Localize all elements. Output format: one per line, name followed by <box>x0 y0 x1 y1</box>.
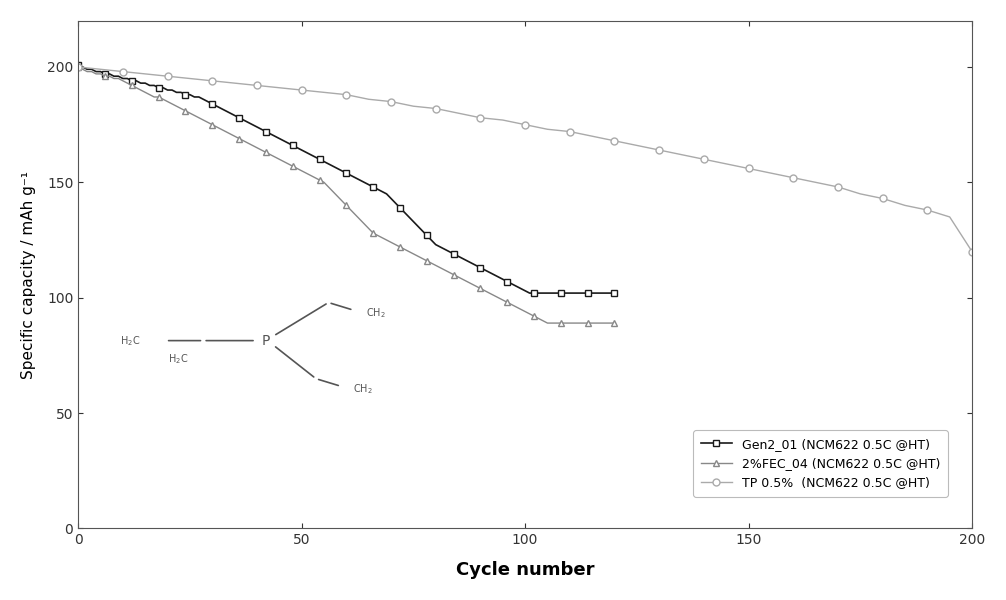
TP 0.5%  (NCM622 0.5C @HT) <box>519 121 531 128</box>
TP 0.5%  (NCM622 0.5C @HT) <box>899 202 911 209</box>
TP 0.5%  (NCM622 0.5C @HT) <box>698 155 710 163</box>
2%FEC_04 (NCM622 0.5C @HT) <box>126 82 138 89</box>
TP 0.5%  (NCM622 0.5C @HT) <box>631 142 643 149</box>
TP 0.5%  (NCM622 0.5C @HT) <box>340 91 352 98</box>
TP 0.5%  (NCM622 0.5C @HT) <box>609 137 621 145</box>
TP 0.5%  (NCM622 0.5C @HT) <box>385 98 397 105</box>
TP 0.5%  (NCM622 0.5C @HT) <box>72 64 85 71</box>
TP 0.5%  (NCM622 0.5C @HT) <box>742 165 754 172</box>
TP 0.5%  (NCM622 0.5C @HT) <box>430 105 442 112</box>
Gen2_01 (NCM622 0.5C @HT) <box>72 61 85 68</box>
TP 0.5%  (NCM622 0.5C @HT) <box>541 125 553 133</box>
Y-axis label: Specific capacity / mAh g⁻¹: Specific capacity / mAh g⁻¹ <box>21 170 36 379</box>
2%FEC_04 (NCM622 0.5C @HT) <box>435 264 447 271</box>
TP 0.5%  (NCM622 0.5C @HT) <box>563 128 575 135</box>
TP 0.5%  (NCM622 0.5C @HT) <box>876 195 888 202</box>
TP 0.5%  (NCM622 0.5C @HT) <box>117 68 129 75</box>
TP 0.5%  (NCM622 0.5C @HT) <box>318 89 330 96</box>
TP 0.5%  (NCM622 0.5C @HT) <box>788 174 800 181</box>
TP 0.5%  (NCM622 0.5C @HT) <box>296 86 308 94</box>
Legend: Gen2_01 (NCM622 0.5C @HT), 2%FEC_04 (NCM622 0.5C @HT), TP 0.5%  (NCM622 0.5C @HT: Gen2_01 (NCM622 0.5C @HT), 2%FEC_04 (NCM… <box>693 430 948 497</box>
TP 0.5%  (NCM622 0.5C @HT) <box>274 84 286 91</box>
Line: Gen2_01 (NCM622 0.5C @HT): Gen2_01 (NCM622 0.5C @HT) <box>74 61 618 296</box>
Gen2_01 (NCM622 0.5C @HT) <box>197 95 209 103</box>
TP 0.5%  (NCM622 0.5C @HT) <box>497 116 509 124</box>
TP 0.5%  (NCM622 0.5C @HT) <box>95 65 107 73</box>
TP 0.5%  (NCM622 0.5C @HT) <box>407 103 420 110</box>
TP 0.5%  (NCM622 0.5C @HT) <box>944 214 956 221</box>
Gen2_01 (NCM622 0.5C @HT) <box>407 218 420 225</box>
Gen2_01 (NCM622 0.5C @HT) <box>300 149 312 156</box>
TP 0.5%  (NCM622 0.5C @HT) <box>228 80 240 87</box>
TP 0.5%  (NCM622 0.5C @HT) <box>810 179 822 186</box>
TP 0.5%  (NCM622 0.5C @HT) <box>139 70 151 77</box>
Gen2_01 (NCM622 0.5C @HT) <box>609 289 621 296</box>
Gen2_01 (NCM622 0.5C @HT) <box>523 289 535 296</box>
TP 0.5%  (NCM622 0.5C @HT) <box>184 75 196 82</box>
TP 0.5%  (NCM622 0.5C @HT) <box>832 184 844 191</box>
2%FEC_04 (NCM622 0.5C @HT) <box>577 319 590 326</box>
TP 0.5%  (NCM622 0.5C @HT) <box>765 170 777 177</box>
2%FEC_04 (NCM622 0.5C @HT) <box>609 319 621 326</box>
TP 0.5%  (NCM622 0.5C @HT) <box>921 206 934 214</box>
TP 0.5%  (NCM622 0.5C @HT) <box>162 73 174 80</box>
TP 0.5%  (NCM622 0.5C @HT) <box>966 248 978 255</box>
2%FEC_04 (NCM622 0.5C @HT) <box>72 64 85 71</box>
2%FEC_04 (NCM622 0.5C @HT) <box>197 116 209 124</box>
2%FEC_04 (NCM622 0.5C @HT) <box>541 319 553 326</box>
TP 0.5%  (NCM622 0.5C @HT) <box>720 160 732 167</box>
TP 0.5%  (NCM622 0.5C @HT) <box>475 114 487 121</box>
X-axis label: Cycle number: Cycle number <box>456 561 595 579</box>
TP 0.5%  (NCM622 0.5C @HT) <box>653 146 665 154</box>
TP 0.5%  (NCM622 0.5C @HT) <box>586 133 599 140</box>
Line: 2%FEC_04 (NCM622 0.5C @HT): 2%FEC_04 (NCM622 0.5C @HT) <box>74 64 618 326</box>
Line: TP 0.5%  (NCM622 0.5C @HT): TP 0.5% (NCM622 0.5C @HT) <box>74 64 976 255</box>
TP 0.5%  (NCM622 0.5C @HT) <box>452 110 464 117</box>
TP 0.5%  (NCM622 0.5C @HT) <box>250 82 263 89</box>
TP 0.5%  (NCM622 0.5C @HT) <box>206 77 218 85</box>
TP 0.5%  (NCM622 0.5C @HT) <box>854 190 866 197</box>
Gen2_01 (NCM622 0.5C @HT) <box>435 244 447 251</box>
TP 0.5%  (NCM622 0.5C @HT) <box>675 151 687 158</box>
TP 0.5%  (NCM622 0.5C @HT) <box>362 95 374 103</box>
2%FEC_04 (NCM622 0.5C @HT) <box>300 170 312 177</box>
Gen2_01 (NCM622 0.5C @HT) <box>126 77 138 85</box>
2%FEC_04 (NCM622 0.5C @HT) <box>407 250 420 257</box>
Gen2_01 (NCM622 0.5C @HT) <box>577 289 590 296</box>
